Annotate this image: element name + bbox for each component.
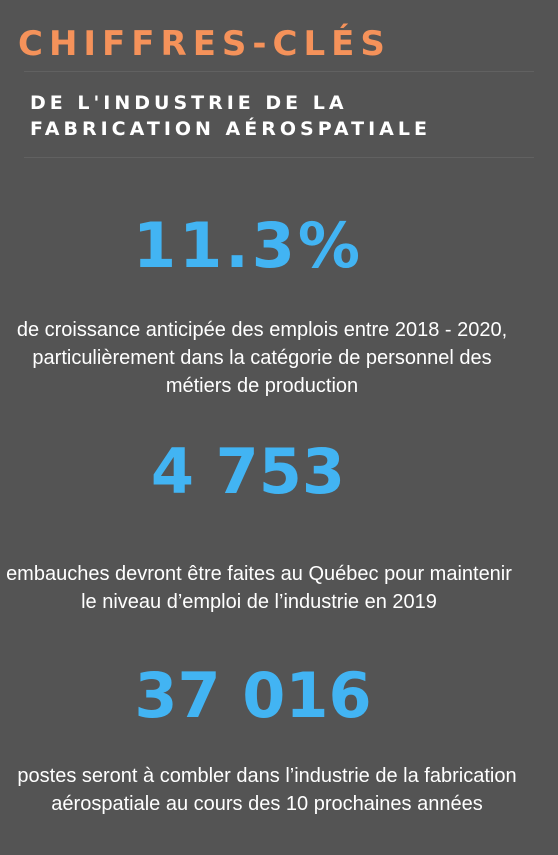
stat-value-hires: 4 753 bbox=[150, 435, 346, 508]
stat-description-positions: postes seront à combler dans l’industrie… bbox=[17, 765, 517, 815]
stat-description-growth: de croissance anticipée des emplois entr… bbox=[16, 319, 508, 397]
stat-value-growth: 11.3% bbox=[132, 209, 364, 282]
page-title: CHIFFRES-CLÉS bbox=[18, 24, 391, 64]
subtitle-divider bbox=[24, 157, 534, 158]
stat-value-positions: 37 016 bbox=[134, 659, 372, 732]
title-divider bbox=[24, 71, 534, 72]
stat-description-hires: embauches devront être faites au Québec … bbox=[6, 563, 512, 613]
page-subtitle: DE L'INDUSTRIE DE LA FABRICATION AÉROSPA… bbox=[30, 92, 431, 140]
